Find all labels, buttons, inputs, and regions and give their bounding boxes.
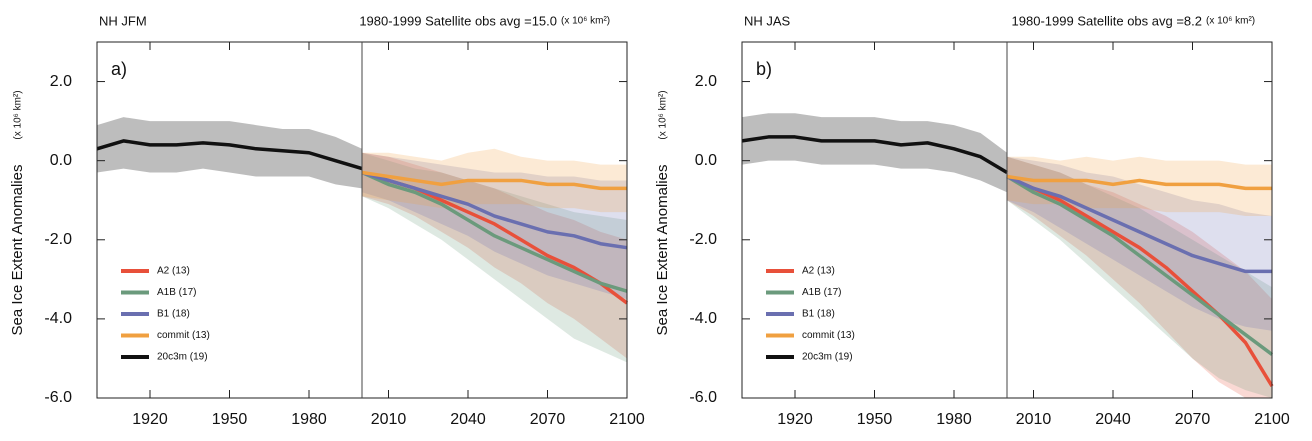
- uncertainty-band: [1007, 156, 1272, 398]
- series-line: [1006, 174, 1272, 274]
- panel-title: NH JFM: [99, 13, 147, 28]
- series-line: [361, 170, 627, 191]
- x-tick-label: 1980: [936, 411, 972, 428]
- series-line: [1006, 174, 1272, 191]
- panel-subtitle: 1980-1999 Satellite obs avg =8.2: [1012, 13, 1202, 28]
- legend-label: A2 (13): [157, 266, 190, 277]
- legend-label: commit (13): [157, 330, 210, 341]
- uncertainty-band: [362, 152, 627, 359]
- y-tick-label: 0.0: [695, 152, 717, 169]
- uncertainty-band: [1007, 156, 1272, 331]
- uncertainty-band: [1007, 156, 1272, 398]
- y-tick-label: 2.0: [50, 73, 72, 90]
- x-tick-label: 2040: [450, 411, 486, 428]
- series-line: [361, 170, 628, 293]
- panel: A2 (13) A1B (17) B1 (18) commit (13) 20c3m (…: [9, 13, 645, 428]
- uncertainty-band: [362, 152, 627, 363]
- y-tick-label: -6.0: [689, 389, 717, 406]
- y-tick-label: -6.0: [44, 389, 72, 406]
- legend-label: A1B (17): [157, 287, 196, 298]
- panel: A2 (13) A1B (17) B1 (18) commit (13) 20c3m (…: [654, 13, 1290, 428]
- x-tick-label: 1920: [777, 411, 813, 428]
- x-tick-label: 2070: [530, 411, 566, 428]
- legend-label: B1 (18): [802, 309, 835, 320]
- y-tick-label: -2.0: [689, 231, 717, 248]
- series-line: [1006, 174, 1274, 388]
- legend-label: B1 (18): [157, 309, 190, 320]
- legend-label: commit (13): [802, 330, 855, 341]
- x-tick-label: 2100: [1254, 411, 1290, 428]
- y-tick-label: 0.0: [50, 152, 72, 169]
- y-axis-unit: (x 10⁶ km²): [13, 90, 24, 139]
- y-tick-label: -4.0: [689, 310, 717, 327]
- y-axis-label: Sea Ice Extent Anomalies: [9, 165, 26, 336]
- panel-label: b): [756, 59, 772, 79]
- panel-subtitle: 1980-1999 Satellite obs avg =15.0: [359, 13, 557, 28]
- panel-title: NH JAS: [744, 13, 791, 28]
- unit-note: (x 10⁶ km²): [561, 16, 610, 27]
- series-line: [741, 135, 1008, 175]
- x-tick-label: 2010: [1016, 411, 1052, 428]
- legend-label: 20c3m (19): [802, 352, 853, 363]
- series-line: [1006, 174, 1274, 356]
- x-tick-label: 2100: [609, 411, 645, 428]
- legend-label: A1B (17): [802, 287, 841, 298]
- x-tick-label: 1920: [132, 411, 168, 428]
- x-tick-label: 1980: [291, 411, 327, 428]
- y-axis-label: Sea Ice Extent Anomalies: [654, 165, 671, 336]
- x-tick-label: 1950: [857, 411, 893, 428]
- y-tick-label: -4.0: [44, 310, 72, 327]
- y-tick-label: -2.0: [44, 231, 72, 248]
- x-tick-label: 2070: [1175, 411, 1211, 428]
- y-tick-label: 2.0: [695, 73, 717, 90]
- uncertainty-band: [97, 117, 362, 189]
- legend-label: 20c3m (19): [157, 352, 208, 363]
- series-line: [96, 139, 363, 171]
- x-tick-label: 1950: [212, 411, 248, 428]
- x-tick-label: 2040: [1095, 411, 1131, 428]
- series-line: [361, 170, 628, 250]
- legend-label: A2 (13): [802, 266, 835, 277]
- uncertainty-band: [742, 113, 1007, 193]
- unit-note: (x 10⁶ km²): [1206, 16, 1255, 27]
- panel-label: a): [111, 59, 127, 79]
- x-tick-label: 2010: [371, 411, 407, 428]
- y-axis-unit: (x 10⁶ km²): [658, 90, 669, 139]
